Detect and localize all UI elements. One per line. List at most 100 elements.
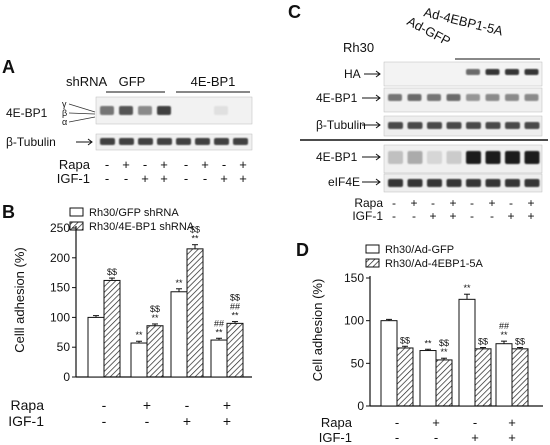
chart-d-annot-s1-c0-0: $$ bbox=[400, 335, 410, 345]
treatment-c-label-rapa: Rapa bbox=[354, 196, 383, 210]
blot-c-tubulin-band-2 bbox=[407, 122, 423, 129]
treatment-b-sign-0-1: + bbox=[143, 397, 151, 413]
blot-a-tubulin-band-8 bbox=[233, 138, 248, 145]
treatment-a-sign-1-7: + bbox=[239, 171, 247, 186]
chart-b-annot-s1-c2-1: ** bbox=[191, 234, 199, 244]
treatment-d-sign-0-0: - bbox=[395, 415, 399, 430]
blot-c-4ebp1-bottom-band-3 bbox=[427, 151, 442, 164]
treatment-d-sign-0-1: + bbox=[432, 415, 440, 430]
chart-b-bar-s1-c1 bbox=[146, 325, 164, 378]
shrna-label: shRNA bbox=[66, 74, 108, 89]
treatment-c-sign-1-7: + bbox=[527, 209, 534, 223]
group-label-4ebp1: 4E-BP1 bbox=[191, 74, 236, 89]
treatment-b-label-rapa: Rapa bbox=[11, 397, 45, 413]
blot-row-label-4ebp1: 4E-BP1 bbox=[6, 106, 48, 120]
chart-b-annot-s1-c3-0: $$ bbox=[230, 293, 240, 303]
chart-b-annot-s1-c2-0: $$ bbox=[190, 225, 200, 235]
blot-c-4ebp1-top-band-1 bbox=[388, 94, 402, 101]
treatment-a-sign-1-5: - bbox=[203, 171, 207, 186]
treatment-c-sign-0-3: + bbox=[449, 196, 456, 210]
chart-b-bar-s0-c3 bbox=[210, 339, 228, 378]
legend-d-swatch-0 bbox=[365, 244, 380, 254]
blot-a-4ebp1-band-1 bbox=[100, 106, 114, 115]
cell-line-label: Rh30 bbox=[343, 40, 374, 55]
chart-b-annot-s0-c2-0: ** bbox=[175, 278, 183, 288]
isoform-pointer-lines bbox=[68, 103, 96, 123]
blot-c-ha-band-8 bbox=[524, 69, 539, 75]
treatment-a-sign-0-2: - bbox=[143, 157, 147, 172]
treatment-a-sign-1-4: - bbox=[184, 171, 188, 186]
ylabel-b: Celll adhesion (%) bbox=[12, 247, 27, 353]
chart-d-annot-s0-c1-0: ** bbox=[424, 338, 432, 348]
4ebp1-bottom-arrow bbox=[362, 153, 381, 161]
treatment-b-sign-0-3: + bbox=[223, 397, 231, 413]
blot-a-tubulin-band-6 bbox=[195, 138, 210, 145]
blot-c-4ebp1-top-band-5 bbox=[466, 94, 480, 101]
blot-a-tubulin-band-5 bbox=[176, 138, 191, 145]
treatment-c-label-igf-1: IGF-1 bbox=[352, 209, 383, 223]
blot-c-ha-band-6 bbox=[485, 69, 500, 75]
legend-d-entry-1: Rh30/Ad-4EBP1-5A bbox=[385, 258, 483, 270]
blot-c-tubulin bbox=[383, 115, 543, 137]
treatment-a-sign-0-1: + bbox=[122, 157, 130, 172]
blot-row-label-4ebp1-bottom: 4E-BP1 bbox=[316, 150, 358, 164]
treatment-b-sign-1-3: + bbox=[223, 413, 231, 429]
chart-b-ytick-label-250: 250 bbox=[50, 221, 70, 235]
treatment-c-sign-1-6: + bbox=[507, 209, 514, 223]
blot-c-4ebp1-bottom-band-2 bbox=[407, 151, 423, 164]
blot-c-tubulin-band-6 bbox=[485, 122, 501, 129]
treatment-b-sign-1-2: + bbox=[183, 413, 191, 429]
treatment-c-sign-1-0: - bbox=[392, 209, 396, 223]
panel-letter-c: C bbox=[288, 2, 301, 22]
group-label-gfp: GFP bbox=[119, 74, 146, 89]
chart-d-bar-s0-c1 bbox=[419, 350, 437, 407]
treatment-d-sign-1-1: - bbox=[434, 430, 438, 445]
treatment-b-sign-0-0: - bbox=[102, 397, 107, 413]
treatment-d-sign-1-2: + bbox=[471, 430, 479, 445]
chart-d-ytick-label-0: 0 bbox=[357, 399, 364, 413]
chart-b-annot-s1-c0-0: $$ bbox=[107, 267, 117, 277]
legend-b-entry-1: Rh30/4E-BP1 shRNA bbox=[89, 221, 195, 233]
treatment-c-sign-0-2: - bbox=[431, 196, 435, 210]
chart-d-ytick-label-50: 50 bbox=[351, 356, 365, 370]
treatment-c-sign-1-4: - bbox=[470, 209, 474, 223]
chart-d-annot-s1-c2-0: $$ bbox=[478, 337, 488, 347]
treatment-c-sign-1-3: + bbox=[449, 209, 456, 223]
ylabel-d: Cell adhesion (%) bbox=[310, 279, 325, 382]
chart-d-annot-s1-c3-0: $$ bbox=[515, 337, 525, 347]
chart-b-annot-s1-c3-1: ## bbox=[230, 302, 240, 312]
blot-c-tubulin-band-8 bbox=[524, 122, 540, 129]
panel-letter-d: D bbox=[296, 240, 309, 260]
chart-d-annot-s1-c1-0: $$ bbox=[439, 338, 449, 348]
blot-c-ha-band-7 bbox=[505, 69, 519, 75]
chart-d-annot-s1-c1-1: ** bbox=[440, 347, 448, 357]
treatment-d-sign-1-3: + bbox=[508, 430, 516, 445]
isoform-gamma: γ bbox=[62, 99, 67, 109]
chart-b-annot-s1-c1-1: ** bbox=[151, 313, 159, 323]
treatment-c-sign-0-5: + bbox=[488, 196, 495, 210]
chart-d-annot-s0-c3-0: ## bbox=[499, 321, 509, 331]
chart-d-bar-s1-c2 bbox=[474, 348, 492, 407]
panel-letter-b: B bbox=[2, 202, 15, 222]
4ebp1-top-arrow bbox=[362, 94, 381, 102]
treatment-c-sign-1-1: - bbox=[412, 209, 416, 223]
chart-b-bar-s0-c2 bbox=[170, 291, 188, 378]
blot-c-4ebp1-top-band-4 bbox=[446, 94, 461, 101]
blot-c-4ebp1-top-band-2 bbox=[407, 94, 422, 101]
treatment-c-sign-0-6: - bbox=[509, 196, 513, 210]
treatment-b-label-igf-1: IGF-1 bbox=[8, 413, 44, 429]
treatment-a-sign-1-1: - bbox=[124, 171, 128, 186]
blot-c-4ebp1-top-band-3 bbox=[427, 94, 441, 101]
blot-c-tubulin-band-7 bbox=[505, 122, 520, 129]
ha-arrow bbox=[364, 70, 381, 78]
blot-a-tubulin bbox=[95, 133, 253, 151]
treatment-c-sign-1-5: - bbox=[490, 209, 494, 223]
treatment-a-sign-0-7: + bbox=[239, 157, 247, 172]
chart-d-bar-s0-c3 bbox=[495, 343, 513, 407]
chart-b-ytick-label-150: 150 bbox=[50, 281, 70, 295]
blot-c-4ebp1-bottom-band-4 bbox=[446, 151, 462, 164]
blot-row-label-tubulin-c: β-Tubulin bbox=[316, 118, 366, 132]
chart-d-ytick-label-150: 150 bbox=[344, 271, 364, 285]
legend-d-entry-0: Rh30/Ad-GFP bbox=[385, 244, 454, 256]
treatment-a-sign-1-2: + bbox=[141, 171, 149, 186]
